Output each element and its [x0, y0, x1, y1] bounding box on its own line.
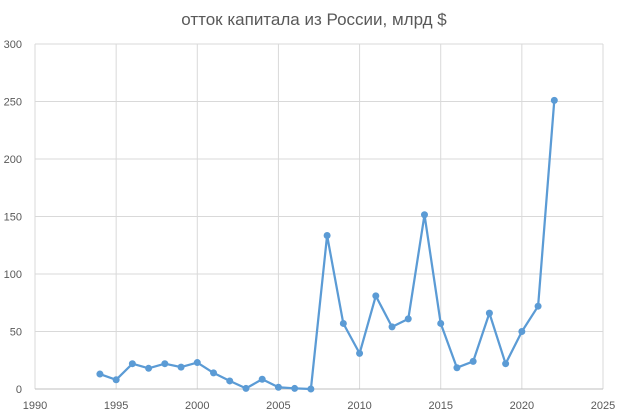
series-line — [99, 100, 556, 391]
data-point — [372, 292, 380, 300]
x-tick-label: 2010 — [347, 400, 371, 412]
data-point — [226, 377, 234, 385]
data-point — [128, 360, 136, 368]
x-tick-label: 1990 — [23, 400, 47, 412]
data-point — [96, 370, 104, 378]
y-tick-label: 300 — [4, 39, 22, 51]
x-tick-label: 1995 — [104, 400, 128, 412]
data-point — [356, 349, 364, 357]
data-point — [177, 363, 185, 371]
data-point — [469, 357, 477, 365]
data-point — [323, 231, 331, 239]
y-axis-ticks: 0 50 100 150 200 250 300 — [4, 39, 22, 396]
data-point — [161, 360, 169, 368]
x-tick-label: 2005 — [266, 400, 290, 412]
data-point — [210, 369, 218, 377]
y-tick-label: 50 — [10, 327, 22, 339]
data-point — [291, 384, 299, 392]
data-point — [339, 319, 347, 327]
data-point — [112, 376, 120, 384]
chart-title: отток капитала из России, млрд $ — [181, 10, 447, 29]
x-tick-label: 2025 — [591, 400, 615, 412]
y-tick-label: 100 — [4, 269, 22, 281]
data-point — [274, 383, 282, 391]
y-tick-label: 150 — [4, 212, 22, 224]
data-point — [518, 328, 526, 335]
data-point — [307, 385, 315, 393]
data-point — [404, 315, 412, 323]
data-point — [534, 302, 542, 310]
y-tick-label: 200 — [4, 154, 22, 166]
data-point — [485, 309, 493, 317]
x-tick-label: 2000 — [185, 400, 209, 412]
x-tick-label: 2015 — [428, 400, 452, 412]
data-point — [550, 96, 558, 104]
data-point — [420, 211, 428, 219]
data-point — [502, 360, 510, 368]
data-point — [242, 384, 250, 392]
data-point — [388, 323, 396, 331]
x-tick-label: 2020 — [510, 400, 534, 412]
data-point — [145, 364, 153, 372]
data-point — [193, 359, 201, 367]
y-tick-label: 250 — [4, 97, 22, 109]
data-point — [258, 375, 266, 383]
x-axis-ticks: 1990 1995 2000 2005 2010 2015 2020 2025 — [23, 400, 615, 412]
data-point — [437, 319, 445, 327]
y-tick-label: 0 — [16, 384, 22, 396]
series — [96, 96, 558, 393]
data-point — [453, 364, 461, 372]
